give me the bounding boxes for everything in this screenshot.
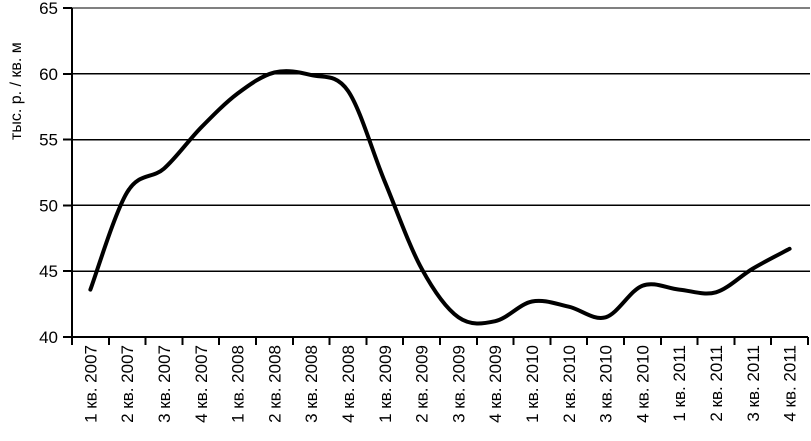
x-tick-label: 3 кв. 2007 [155, 345, 174, 423]
x-tick-label: 1 кв. 2008 [229, 345, 248, 423]
axes [71, 8, 808, 338]
x-tick-label: 2 кв. 2009 [413, 345, 432, 423]
x-tick-label: 2 кв. 2008 [265, 345, 284, 423]
x-tick-label: 4 кв. 2010 [633, 345, 652, 423]
tick-marks [63, 7, 809, 345]
y-tick-label: 45 [39, 262, 58, 281]
y-tick-label: 40 [39, 328, 58, 347]
gridlines [72, 7, 810, 272]
series-line [88, 69, 792, 326]
y-tick-label: 65 [39, 0, 58, 18]
x-tick-label: 4 кв. 2007 [192, 345, 211, 423]
y-tick-label: 55 [39, 131, 58, 150]
y-tick-label: 60 [39, 65, 58, 84]
y-tick-label: 50 [39, 196, 58, 215]
x-tick-label: 2 кв. 2007 [118, 345, 137, 423]
y-axis-title: тыс. р. / кв. м [8, 42, 25, 140]
x-axis-labels: 1 кв. 2007 2 кв. 2007 3 кв. 2007 4 кв. 2007… [81, 345, 799, 423]
x-tick-label: 2 кв. 2010 [560, 345, 579, 423]
x-tick-label: 3 кв. 2011 [744, 345, 763, 422]
x-tick-label: 1 кв. 2010 [523, 345, 542, 423]
y-axis-labels: 40 45 50 55 60 65 [39, 0, 58, 347]
x-tick-label: 4 кв. 2008 [339, 345, 358, 423]
x-tick-label: 4 кв. 2009 [486, 345, 505, 423]
x-tick-label: 1 кв. 2007 [81, 345, 100, 423]
x-tick-label: 1 кв. 2009 [376, 345, 395, 423]
x-tick-label: 3 кв. 2010 [597, 345, 616, 423]
x-tick-label: 1 кв. 2011 [670, 345, 689, 422]
x-tick-label: 4 кв. 2011 [781, 345, 800, 422]
x-tick-label: 3 кв. 2008 [302, 345, 321, 423]
x-tick-label: 2 кв. 2011 [707, 345, 726, 422]
x-tick-label: 3 кв. 2009 [449, 345, 468, 423]
